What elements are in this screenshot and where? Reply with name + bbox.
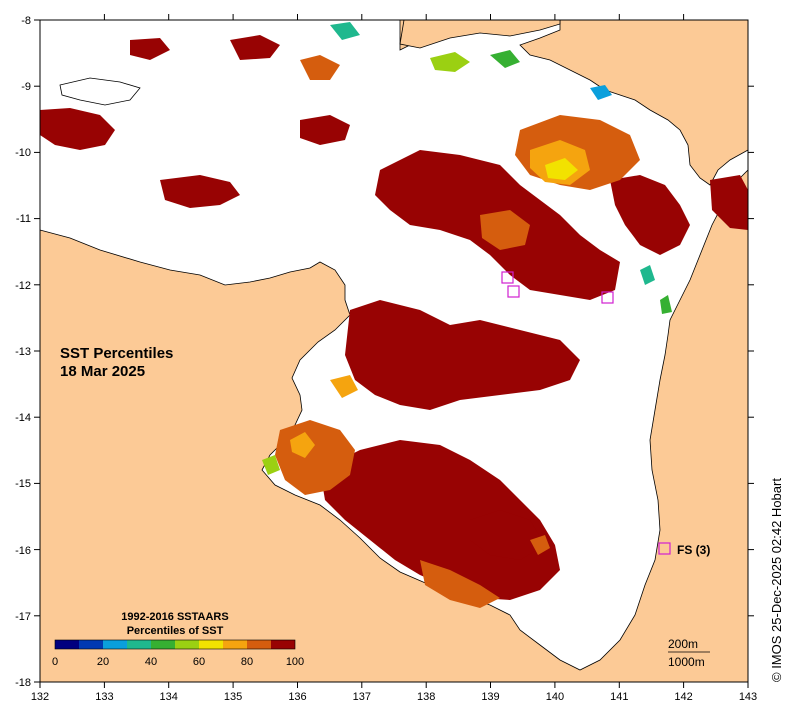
station-markers (501, 271, 671, 555)
sst-patch-high (470, 510, 545, 560)
y-tick-label: -9 (21, 81, 31, 93)
x-axis (39, 14, 749, 688)
y-tick-label: -18 (15, 677, 31, 689)
legend-tick-label: 20 (97, 656, 109, 668)
sst-patch-orange (530, 535, 550, 555)
sst-patch-high (320, 440, 560, 600)
imos-credit: © IMOS 25-Dec-2025 02:42 Hobart (769, 478, 784, 682)
sst-patch-amber (290, 432, 315, 458)
x-tick-label: 138 (417, 691, 435, 703)
sst-patches (40, 22, 748, 608)
legend-tick-label: 0 (52, 656, 58, 668)
sst-patch-high (160, 175, 240, 208)
y-tick-label: -11 (16, 213, 31, 225)
sst-patch-orange (300, 55, 340, 80)
sst-patch-high (40, 108, 115, 150)
legend-color-swatch (55, 640, 79, 649)
y-tick-label: -10 (15, 147, 31, 159)
x-tick-label: 133 (95, 691, 113, 703)
sst-patch-green (262, 455, 280, 475)
land-masses (39, 19, 749, 683)
y-tick-label: -14 (15, 412, 31, 424)
y-tick-label: -13 (15, 346, 31, 358)
percentile-legend: 1992-2016 SSTAARS Percentiles of SST 0 2… (52, 611, 304, 668)
sst-patch-high (710, 175, 748, 230)
sst-patch-green (430, 52, 470, 72)
sst-patch-green (660, 295, 672, 314)
y-axis (34, 19, 754, 683)
legend-subtitle: Percentiles of SST (127, 625, 224, 637)
sst-patch-yellow (545, 158, 578, 180)
station-label: FS (3) (677, 543, 710, 557)
station-marker (507, 285, 520, 298)
legend-color-swatch (271, 640, 295, 649)
sst-patch-high (610, 175, 690, 255)
station-marker (501, 271, 514, 284)
y-tick-label: -8 (21, 15, 31, 27)
sst-patch-orange (480, 210, 530, 250)
sst-patch-orange (420, 560, 500, 608)
x-tick-label: 142 (674, 691, 692, 703)
sst-patch-green (640, 265, 655, 285)
legend-color-swatch (151, 640, 175, 649)
x-tick-label: 143 (739, 691, 757, 703)
x-tick-label: 132 (31, 691, 49, 703)
depth-1000-label: 1000m (668, 655, 705, 669)
sst-patch-green (490, 50, 520, 68)
sst-patch-cyan (590, 85, 612, 100)
legend-color-swatch (247, 640, 271, 649)
y-tick-label: -12 (15, 280, 31, 292)
sst-patch-high (130, 38, 170, 60)
x-tick-label: 137 (353, 691, 371, 703)
legend-color-swatch (175, 640, 199, 649)
x-axis-labels: 132 133 134 135 136 137 138 139 140 141 … (31, 691, 757, 703)
legend-color-swatch (199, 640, 223, 649)
y-axis-labels: -8 -9 -10 -11 -12 -13 -14 -15 -16 -17 -1… (15, 15, 31, 689)
sst-patch-high (230, 35, 280, 60)
cape-york-land (519, 19, 749, 186)
depth-200-label: 200m (668, 637, 698, 651)
map-title: SST Percentiles (60, 345, 173, 362)
x-tick-label: 139 (481, 691, 499, 703)
x-tick-label: 140 (546, 691, 564, 703)
legend-colorbar (54, 639, 296, 650)
sst-patch-high (300, 115, 350, 145)
station-marker (601, 291, 614, 304)
legend-tick-label: 80 (241, 656, 253, 668)
island-outlines (59, 77, 141, 106)
legend-color-swatch (79, 640, 103, 649)
legend-color-swatch (223, 640, 247, 649)
new-guinea-coast (399, 19, 561, 49)
sst-patch-amber (330, 375, 358, 398)
y-tick-label: -17 (15, 611, 31, 623)
sst-patch-green (330, 22, 360, 40)
tiwi-island-outline (59, 77, 141, 106)
legend-color-swatch (103, 640, 127, 649)
northern-territory-land (39, 169, 749, 683)
legend-tick-label: 40 (145, 656, 157, 668)
legend-colorbar-border (54, 639, 296, 650)
y-tick-label: -15 (15, 478, 31, 490)
x-tick-label: 136 (288, 691, 306, 703)
legend-tick-label: 60 (193, 656, 205, 668)
map-date: 18 Mar 2025 (60, 363, 145, 380)
sst-patch-high (345, 300, 580, 410)
x-tick-label: 134 (160, 691, 178, 703)
legend-title: 1992-2016 SSTAARS (121, 611, 228, 623)
legend-color-swatch (127, 640, 151, 649)
x-tick-label: 141 (610, 691, 628, 703)
legend-tick-label: 100 (286, 656, 304, 668)
station-marker (658, 542, 671, 555)
x-tick-label: 135 (224, 691, 242, 703)
y-tick-label: -16 (15, 545, 31, 557)
